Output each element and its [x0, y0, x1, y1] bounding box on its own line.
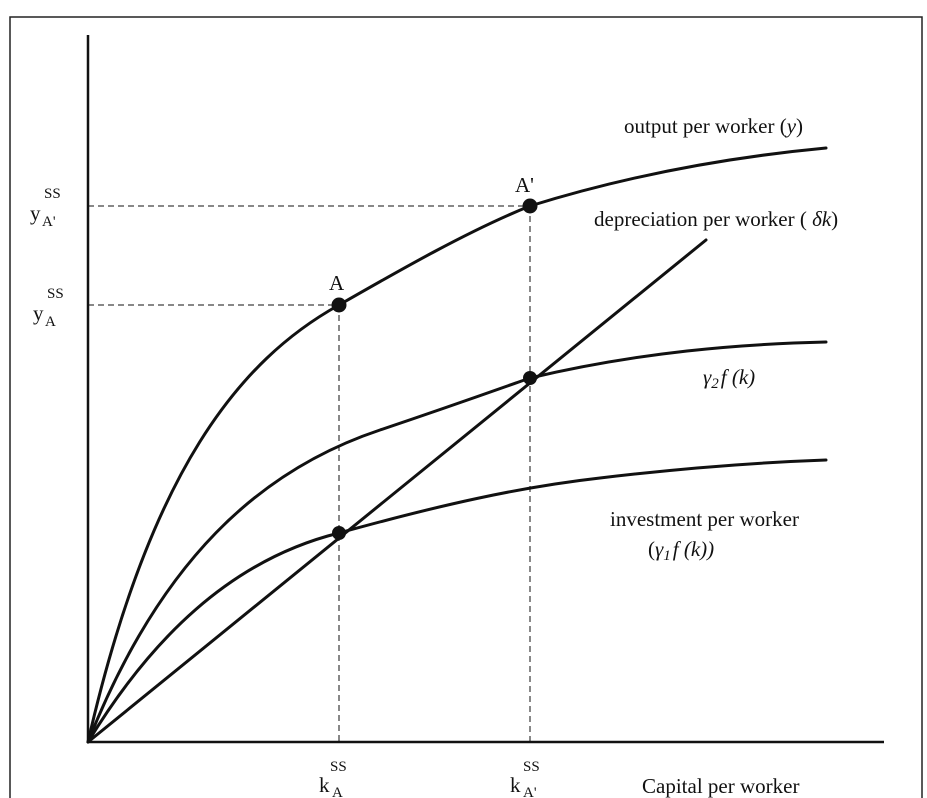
- investment-curve-label-line1: investment per worker: [610, 507, 799, 531]
- investment-curve: [86, 458, 828, 744]
- gamma2-curve-label: γ2f (k): [703, 365, 755, 392]
- x-tick-kAprime: SS k A': [510, 759, 540, 798]
- svg-text:SS: SS: [47, 286, 64, 302]
- svg-text:k: k: [510, 773, 521, 797]
- svg-text:A': A': [523, 785, 537, 798]
- point-A: [331, 297, 347, 313]
- curves: [86, 146, 828, 744]
- svg-text:SS: SS: [330, 759, 347, 775]
- x-tick-kA: SS k A: [319, 759, 347, 798]
- point-A-prime-label: A': [515, 173, 534, 197]
- point-A-label: A: [329, 271, 345, 295]
- svg-text:A: A: [45, 314, 56, 330]
- frame-border: [9, 16, 923, 798]
- svg-text:A': A': [42, 214, 56, 230]
- gamma2-curve: [86, 340, 828, 744]
- intersection-gamma2: [523, 371, 537, 385]
- intersection-gamma1: [332, 526, 346, 540]
- x-axis-label: Capital per worker: [642, 774, 799, 798]
- guide-lines: [88, 205, 531, 742]
- depreciation-line: [86, 238, 708, 744]
- investment-curve-label-line2: (γ1f (k)): [648, 537, 714, 564]
- depreciation-line-label: depreciation per worker ( δk): [594, 207, 838, 231]
- point-A-prime: [522, 198, 538, 214]
- svg-text:SS: SS: [44, 186, 61, 202]
- svg-text:A: A: [332, 785, 343, 798]
- output-curve-label: output per worker (y): [624, 114, 803, 138]
- y-tick-yAprime: y A' SS: [30, 186, 61, 230]
- y-tick-yA: y A SS: [33, 286, 64, 330]
- svg-text:y: y: [33, 301, 44, 325]
- svg-text:k: k: [319, 773, 330, 797]
- svg-text:SS: SS: [523, 759, 540, 775]
- output-curve: [86, 146, 828, 744]
- svg-text:y: y: [30, 201, 41, 225]
